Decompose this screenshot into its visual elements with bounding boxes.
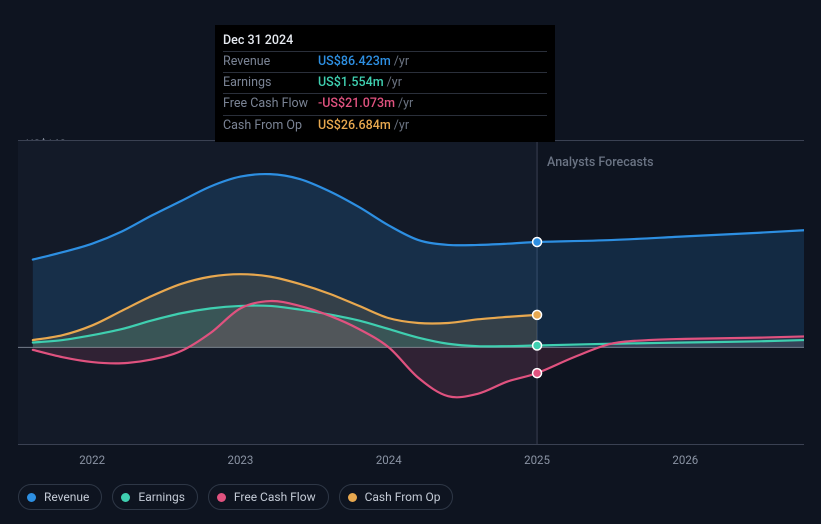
legend-dot-icon [217, 493, 226, 502]
x-axis-label: 2022 [79, 453, 105, 467]
tooltip-row: Cash From Op US$26.684m /yr [223, 115, 547, 136]
tooltip-value: US$86.423m [318, 53, 391, 71]
tooltip-row: Free Cash Flow -US$21.073m /yr [223, 93, 547, 114]
legend-label: Cash From Op [365, 490, 441, 504]
tooltip-unit: /yr [394, 117, 409, 135]
legend-label: Revenue [44, 490, 89, 504]
tooltip-unit: /yr [387, 74, 402, 92]
legend-dot-icon [121, 493, 130, 502]
financials-chart[interactable] [18, 140, 804, 445]
legend-item-revenue[interactable]: Revenue [18, 484, 102, 510]
tooltip-label: Revenue [223, 53, 318, 71]
tooltip-unit: /yr [398, 95, 413, 113]
tooltip-label: Cash From Op [223, 117, 318, 135]
tooltip-value: US$1.554m [318, 74, 384, 92]
x-axis-label: 2024 [376, 453, 402, 467]
tooltip-label: Earnings [223, 74, 318, 92]
tooltip-date: Dec 31 2024 [223, 31, 547, 51]
chart-tooltip: Dec 31 2024 Revenue US$86.423m /yr Earni… [215, 25, 555, 142]
x-axis-label: 2025 [524, 453, 550, 467]
tooltip-unit: /yr [394, 53, 409, 71]
legend-item-fcf[interactable]: Free Cash Flow [208, 484, 329, 510]
legend-dot-icon [27, 493, 36, 502]
tooltip-label: Free Cash Flow [223, 95, 318, 113]
x-axis-label: 2026 [672, 453, 698, 467]
chart-legend: Revenue Earnings Free Cash Flow Cash Fro… [18, 484, 453, 510]
legend-label: Earnings [138, 490, 185, 504]
legend-item-earnings[interactable]: Earnings [112, 484, 198, 510]
tooltip-value: US$26.684m [318, 117, 391, 135]
tooltip-row: Revenue US$86.423m /yr [223, 51, 547, 72]
legend-item-cfo[interactable]: Cash From Op [339, 484, 454, 510]
legend-dot-icon [348, 493, 357, 502]
tooltip-value: -US$21.073m [318, 95, 395, 113]
x-axis-label: 2023 [228, 453, 254, 467]
legend-label: Free Cash Flow [234, 490, 316, 504]
tooltip-row: Earnings US$1.554m /yr [223, 72, 547, 93]
